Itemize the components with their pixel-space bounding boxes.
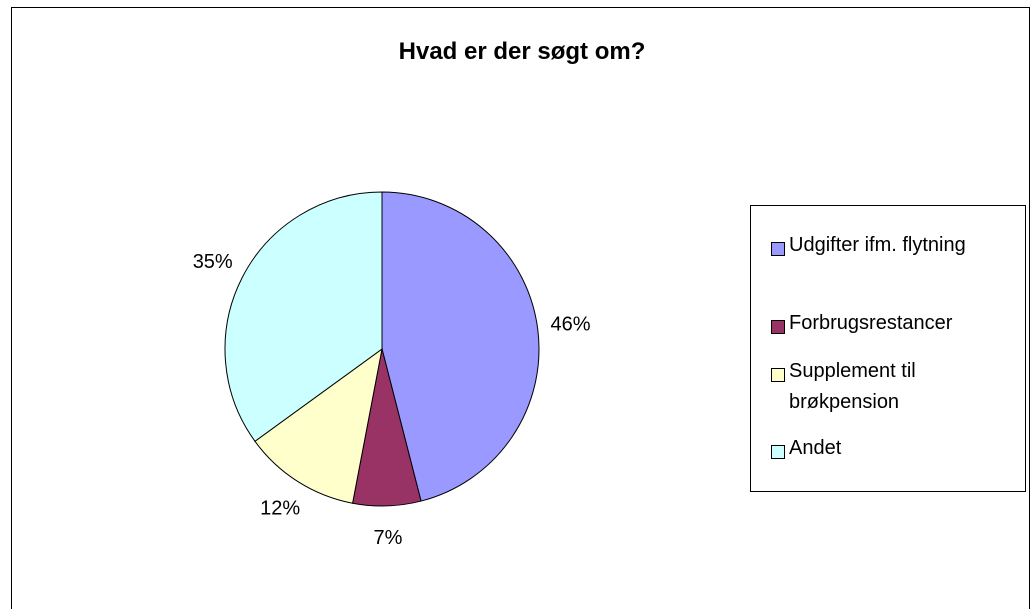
legend-entry: Udgifter ifm. flytning (771, 234, 1021, 261)
legend-entry: Supplement til brøkpension (771, 360, 1021, 418)
legend-label: Andet (789, 437, 842, 459)
data-label: 46% (550, 313, 590, 335)
data-label: 7% (374, 527, 403, 549)
legend-label: Forbrugsrestancer (789, 312, 953, 334)
legend-entry: Forbrugsrestancer (771, 312, 1021, 339)
data-label: 35% (193, 251, 233, 273)
legend-swatch (771, 368, 785, 382)
legend-label: Udgifter ifm. flytning (789, 234, 966, 256)
legend-label: Supplement til brøkpension (789, 360, 916, 413)
pie-slice (381, 191, 540, 502)
legend-swatch (771, 242, 785, 256)
data-label: 12% (260, 498, 300, 520)
pie-slice (254, 347, 383, 504)
chart-title: Hvad er der søgt om? (399, 38, 646, 65)
legend-swatch (771, 320, 785, 334)
pie: 46% 7% 12% 35% (193, 191, 591, 549)
legend: Udgifter ifm. flytning Forbrugsrestancer S… (750, 205, 1026, 492)
legend-entry: Andet (771, 437, 1021, 464)
legend-swatch (771, 445, 785, 459)
pie-slice (224, 191, 383, 442)
